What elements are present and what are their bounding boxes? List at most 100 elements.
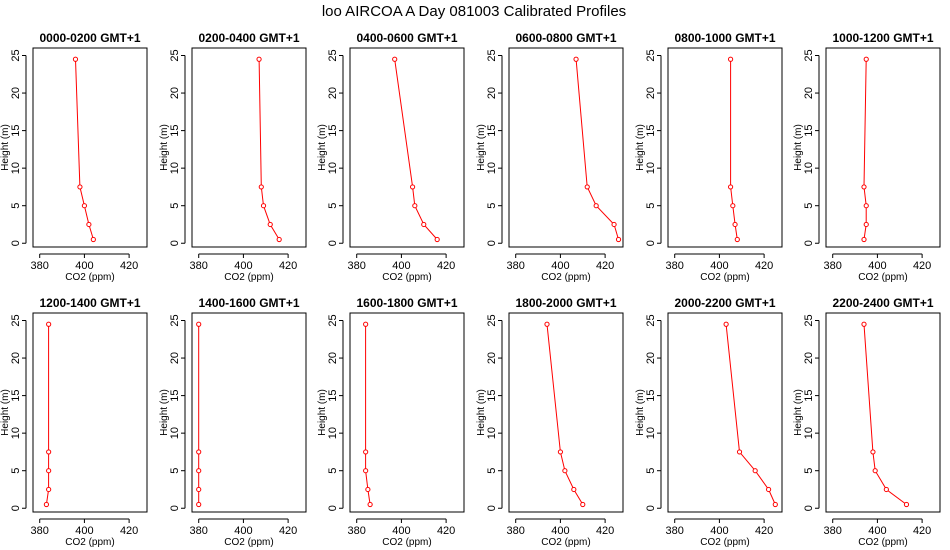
y-tick-label: 0 bbox=[10, 240, 22, 246]
y-tick-label: 0 bbox=[645, 505, 657, 511]
data-point bbox=[615, 236, 622, 243]
data-point bbox=[196, 468, 202, 474]
y-tick-label: 20 bbox=[486, 352, 498, 364]
data-point bbox=[43, 501, 50, 508]
y-tick-label: 10 bbox=[169, 427, 181, 439]
plot-frame bbox=[32, 312, 148, 513]
y-tick-label: 25 bbox=[645, 314, 657, 326]
y-tick-label: 5 bbox=[486, 468, 498, 474]
x-axis-title: CO2 (ppm) bbox=[224, 272, 273, 283]
y-tick-label: 0 bbox=[327, 505, 339, 511]
x-tick-label: 380 bbox=[348, 525, 366, 537]
data-point bbox=[363, 449, 369, 455]
y-tick-label: 0 bbox=[803, 505, 815, 511]
y-tick-label: 15 bbox=[803, 124, 815, 136]
x-axis-title: CO2 (ppm) bbox=[382, 272, 431, 283]
y-tick-label: 25 bbox=[327, 49, 339, 61]
data-point bbox=[196, 449, 202, 455]
plot-frame bbox=[508, 312, 624, 513]
y-axis-title: Height (m) bbox=[476, 124, 487, 171]
data-point bbox=[367, 501, 373, 508]
data-point bbox=[557, 449, 564, 455]
y-tick-label: 5 bbox=[169, 203, 181, 209]
y-axis-title: Height (m) bbox=[793, 124, 804, 171]
profile-line bbox=[394, 59, 438, 240]
y-tick-label: 5 bbox=[803, 203, 815, 209]
x-tick-label: 380 bbox=[824, 525, 842, 537]
y-tick-label: 25 bbox=[645, 49, 657, 61]
x-tick-label: 380 bbox=[31, 525, 49, 537]
y-tick-label: 25 bbox=[169, 49, 181, 61]
data-point bbox=[412, 203, 418, 209]
y-tick-label: 10 bbox=[486, 427, 498, 439]
data-point bbox=[46, 486, 52, 493]
x-tick-label: 420 bbox=[437, 525, 455, 537]
data-point bbox=[861, 184, 867, 190]
y-tick-label: 0 bbox=[327, 240, 339, 246]
data-point bbox=[392, 56, 398, 62]
data-point bbox=[409, 184, 416, 190]
y-tick-label: 15 bbox=[10, 124, 22, 136]
y-axis-title: Height (m) bbox=[317, 124, 328, 171]
plot-frame bbox=[191, 47, 307, 248]
x-tick-label: 380 bbox=[824, 260, 842, 272]
y-tick-label: 10 bbox=[10, 162, 22, 174]
x-tick-label: 400 bbox=[234, 260, 252, 272]
data-point bbox=[90, 236, 96, 243]
data-point bbox=[196, 486, 202, 493]
plot-frame bbox=[32, 47, 148, 248]
data-point bbox=[363, 321, 369, 327]
x-tick-label: 380 bbox=[666, 260, 684, 272]
y-tick-label: 15 bbox=[486, 124, 498, 136]
y-tick-label: 10 bbox=[803, 162, 815, 174]
x-tick-label: 400 bbox=[234, 525, 252, 537]
y-tick-label: 25 bbox=[486, 49, 498, 61]
x-axis-title: CO2 (ppm) bbox=[700, 537, 749, 548]
data-point bbox=[730, 203, 736, 209]
y-tick-label: 5 bbox=[803, 468, 815, 474]
x-axis-title: CO2 (ppm) bbox=[541, 272, 590, 283]
x-tick-label: 400 bbox=[75, 525, 93, 537]
x-axis-title: CO2 (ppm) bbox=[224, 537, 273, 548]
y-tick-label: 20 bbox=[169, 352, 181, 364]
y-axis-title: Height (m) bbox=[793, 389, 804, 436]
x-tick-label: 400 bbox=[551, 525, 569, 537]
figure-title: loo AIRCOA A Day 081003 Calibrated Profi… bbox=[322, 3, 626, 20]
panel-title: 1800-2000 GMT+1 bbox=[515, 296, 616, 310]
x-axis-title: CO2 (ppm) bbox=[382, 537, 431, 548]
y-tick-label: 15 bbox=[327, 389, 339, 401]
y-tick-label: 20 bbox=[169, 87, 181, 99]
x-tick-label: 400 bbox=[868, 260, 886, 272]
chart-panel: 2200-2400 GMT+1 380 400 420 CO2 (ppm) 0 5 10 15 2… bbox=[793, 296, 941, 548]
plot-frame bbox=[825, 312, 941, 513]
profile-line bbox=[863, 324, 907, 505]
y-tick-label: 0 bbox=[169, 240, 181, 246]
x-tick-label: 420 bbox=[596, 525, 614, 537]
y-tick-label: 10 bbox=[803, 427, 815, 439]
y-tick-label: 10 bbox=[327, 427, 339, 439]
data-point bbox=[580, 501, 586, 508]
x-tick-label: 400 bbox=[75, 260, 93, 272]
data-point bbox=[544, 321, 550, 327]
x-tick-label: 400 bbox=[392, 260, 410, 272]
x-tick-label: 420 bbox=[755, 260, 773, 272]
x-axis-title: CO2 (ppm) bbox=[700, 272, 749, 283]
data-point bbox=[903, 501, 910, 508]
x-tick-label: 420 bbox=[913, 525, 931, 537]
x-tick-label: 420 bbox=[120, 260, 138, 272]
data-point bbox=[434, 236, 440, 243]
y-tick-label: 0 bbox=[169, 505, 181, 511]
x-tick-label: 420 bbox=[913, 260, 931, 272]
x-tick-label: 400 bbox=[392, 525, 410, 537]
panel-title: 1400-1600 GMT+1 bbox=[198, 296, 299, 310]
panel-title: 0000-0200 GMT+1 bbox=[39, 31, 140, 45]
panels: 0000-0200 GMT+1 380 400 420 CO2 (ppm) 0 5 10 15 2… bbox=[0, 31, 941, 548]
y-tick-label: 25 bbox=[803, 314, 815, 326]
x-axis-title: CO2 (ppm) bbox=[858, 537, 907, 548]
y-tick-label: 5 bbox=[10, 203, 22, 209]
y-tick-label: 0 bbox=[10, 505, 22, 511]
y-axis-title: Height (m) bbox=[476, 389, 487, 436]
y-tick-label: 5 bbox=[645, 203, 657, 209]
x-tick-label: 400 bbox=[551, 260, 569, 272]
data-point bbox=[260, 203, 267, 209]
